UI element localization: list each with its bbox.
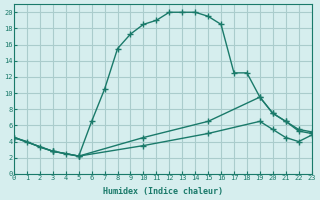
X-axis label: Humidex (Indice chaleur): Humidex (Indice chaleur) xyxy=(103,187,223,196)
